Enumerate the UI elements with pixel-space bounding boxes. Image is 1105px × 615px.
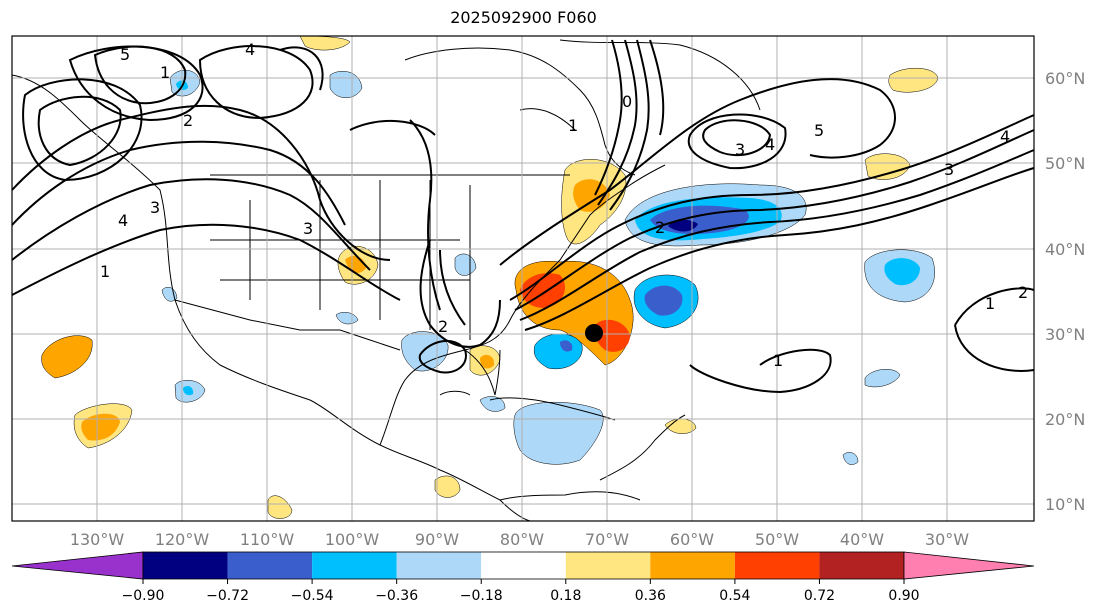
map-panel: 1 2 3 4 5 4 1 3 1 0 3 4 5 2 3 4 1 1 2 2 bbox=[11, 35, 1035, 522]
colorbar-ticks bbox=[142, 579, 905, 584]
colorbar-bin bbox=[312, 552, 397, 579]
lon-label: 100°W bbox=[325, 530, 380, 549]
lon-label: 110°W bbox=[240, 530, 295, 549]
colorbar-tick-label: 0.90 bbox=[888, 588, 919, 604]
colorbar-bin bbox=[396, 552, 482, 579]
contour-label: 3 bbox=[150, 198, 160, 217]
lon-label: 130°W bbox=[70, 530, 125, 549]
storm-center-marker bbox=[585, 324, 603, 342]
contour-label: 1 bbox=[985, 294, 995, 313]
anomaly-fills bbox=[41, 35, 939, 519]
map-frame bbox=[11, 35, 1035, 522]
lat-label: 50°N bbox=[1045, 154, 1085, 173]
contour-label: 5 bbox=[120, 45, 130, 64]
colorbar-over-arrow bbox=[903, 551, 1035, 580]
contour-label: 2 bbox=[438, 317, 448, 336]
coastlines bbox=[11, 39, 761, 522]
colorbar-tick-label: −0.18 bbox=[460, 588, 503, 604]
lon-label: 30°W bbox=[925, 530, 969, 549]
contour-labels: 1 2 3 4 5 4 1 3 1 0 3 4 5 2 3 4 1 1 2 2 bbox=[100, 40, 1028, 370]
colorbar-tick-label: 0.36 bbox=[635, 588, 666, 604]
colorbar-bin bbox=[734, 552, 820, 579]
contour-label: 3 bbox=[944, 160, 954, 179]
colorbar-under-arrow bbox=[11, 551, 144, 580]
contour-label: 3 bbox=[735, 140, 745, 159]
lat-label: 40°N bbox=[1045, 240, 1085, 259]
colorbar-tick-label: −0.72 bbox=[206, 588, 249, 604]
gridlines bbox=[12, 36, 1034, 521]
colorbar-tick-label: −0.54 bbox=[291, 588, 334, 604]
lon-label: 50°W bbox=[755, 530, 799, 549]
lat-label: 60°N bbox=[1045, 69, 1085, 88]
contour-label: 3 bbox=[303, 219, 313, 238]
lon-label: 90°W bbox=[415, 530, 459, 549]
lat-label: 10°N bbox=[1045, 495, 1085, 514]
contour-label: 5 bbox=[814, 121, 824, 140]
latitude-labels: 60°N 50°N 40°N 30°N 20°N 10°N bbox=[1045, 69, 1085, 514]
colorbar-tick-labels: −0.90 −0.72 −0.54 −0.36 −0.18 0.18 0.36 0.54 0.7… bbox=[122, 588, 920, 604]
contour-label: 1 bbox=[773, 351, 783, 370]
contour-label: 1 bbox=[100, 262, 110, 281]
map-title: 2025092900 F060 bbox=[450, 8, 597, 27]
colorbar-bin bbox=[481, 552, 566, 579]
contour-label: 2 bbox=[655, 218, 665, 237]
contour-label: 0 bbox=[622, 92, 632, 111]
colorbar-bins bbox=[142, 551, 905, 580]
contour-label: 4 bbox=[118, 211, 128, 230]
colorbar-tick-label: −0.36 bbox=[375, 588, 418, 604]
colorbar-bin bbox=[819, 552, 904, 579]
lat-label: 20°N bbox=[1045, 410, 1085, 429]
contour-lines bbox=[11, 39, 1035, 394]
contour-label: 4 bbox=[245, 40, 255, 59]
longitude-labels: 130°W 120°W 110°W 100°W 90°W 80°W 70°W 6… bbox=[70, 530, 969, 549]
colorbar-tick-label: 0.18 bbox=[550, 588, 581, 604]
colorbar-tick-label: 0.54 bbox=[719, 588, 750, 604]
contour-label: 2 bbox=[183, 111, 193, 130]
colorbar-tick-label: −0.90 bbox=[122, 588, 165, 604]
colorbar-bin bbox=[565, 552, 651, 579]
colorbar-bin bbox=[650, 552, 735, 579]
colorbar-bin bbox=[227, 552, 313, 579]
lon-label: 70°W bbox=[585, 530, 629, 549]
lon-label: 40°W bbox=[840, 530, 884, 549]
lon-label: 80°W bbox=[500, 530, 544, 549]
colorbar: −0.90 −0.72 −0.54 −0.36 −0.18 0.18 0.36 0.54 0.7… bbox=[11, 551, 1035, 604]
contour-label: 1 bbox=[160, 63, 170, 82]
colorbar-tick-label: 0.72 bbox=[804, 588, 835, 604]
contour-label: 4 bbox=[765, 135, 775, 154]
contour-label: 1 bbox=[568, 116, 578, 135]
contour-label: 4 bbox=[1000, 127, 1010, 146]
contour-label: 2 bbox=[1018, 283, 1028, 302]
lat-label: 30°N bbox=[1045, 325, 1085, 344]
lon-label: 60°W bbox=[670, 530, 714, 549]
lon-label: 120°W bbox=[155, 530, 210, 549]
colorbar-bin bbox=[143, 552, 228, 579]
